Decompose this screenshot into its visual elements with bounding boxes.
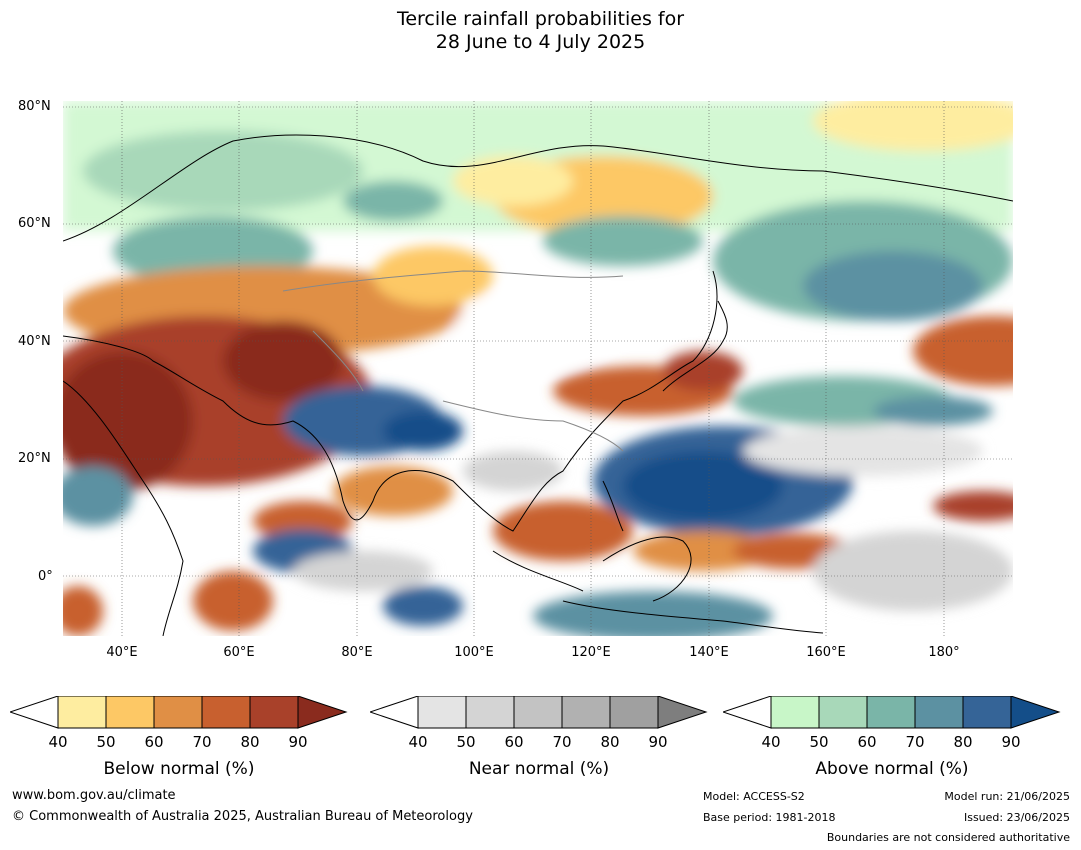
- lon-label-80e: 80°E: [341, 645, 373, 660]
- below-normal-label: Below normal (%): [103, 759, 255, 779]
- website-link[interactable]: www.bom.gov.au/climate: [12, 788, 176, 803]
- above-normal-label: Above normal (%): [815, 759, 969, 779]
- lat-label-80n: 80°N: [18, 99, 51, 114]
- above-tick-60: 60: [857, 733, 877, 751]
- title-line-2: 28 June to 4 July 2025: [435, 31, 646, 53]
- lat-label-0: 0°: [38, 569, 53, 584]
- lon-label-40e: 40°E: [106, 645, 138, 660]
- below-tick-90: 90: [288, 733, 308, 751]
- below-tick-70: 70: [192, 733, 212, 751]
- probability-field: [63, 101, 1013, 636]
- lon-label-120e: 120°E: [571, 645, 611, 660]
- above-tick-80: 80: [953, 733, 973, 751]
- boundary-disclaimer: Boundaries are not considered authoritat…: [826, 831, 1070, 844]
- base-period-text: Base period: 1981-2018: [703, 811, 836, 824]
- lon-label-180: 180°: [928, 645, 960, 660]
- near-tick-70: 70: [552, 733, 572, 751]
- colorbar-near-normal: [370, 696, 708, 729]
- lon-label-140e: 140°E: [689, 645, 729, 660]
- lon-label-160e: 160°E: [806, 645, 846, 660]
- lon-label-100e: 100°E: [454, 645, 494, 660]
- coastlines: [63, 134, 1013, 636]
- near-tick-40: 40: [408, 733, 428, 751]
- below-tick-60: 60: [144, 733, 164, 751]
- lat-label-20n: 20°N: [18, 451, 51, 466]
- near-tick-90: 90: [648, 733, 668, 751]
- below-tick-40: 40: [48, 733, 68, 751]
- near-tick-60: 60: [504, 733, 524, 751]
- near-tick-80: 80: [600, 733, 620, 751]
- near-normal-label: Near normal (%): [468, 759, 610, 779]
- above-tick-40: 40: [761, 733, 781, 751]
- above-tick-70: 70: [905, 733, 925, 751]
- rainfall-probability-map: [63, 101, 1013, 636]
- model-text: Model: ACCESS-S2: [703, 790, 805, 803]
- colorbar-below-normal: [10, 696, 348, 729]
- near-tick-50: 50: [456, 733, 476, 751]
- colorbar-above-normal: [723, 696, 1061, 729]
- copyright-text: © Commonwealth of Australia 2025, Austra…: [12, 809, 473, 824]
- below-tick-80: 80: [240, 733, 260, 751]
- map-title: Tercile rainfall probabilities for 28 Ju…: [0, 8, 1081, 54]
- issued-text: Issued: 23/06/2025: [963, 811, 1070, 824]
- above-tick-50: 50: [809, 733, 829, 751]
- lon-label-60e: 60°E: [223, 645, 255, 660]
- above-tick-90: 90: [1001, 733, 1021, 751]
- below-tick-50: 50: [96, 733, 116, 751]
- model-run-text: Model run: 21/06/2025: [944, 790, 1070, 803]
- lat-label-60n: 60°N: [18, 216, 51, 231]
- graticule: [63, 101, 1013, 636]
- lat-label-40n: 40°N: [18, 334, 51, 349]
- title-line-1: Tercile rainfall probabilities for: [396, 8, 685, 30]
- country-boundaries: [282, 270, 624, 452]
